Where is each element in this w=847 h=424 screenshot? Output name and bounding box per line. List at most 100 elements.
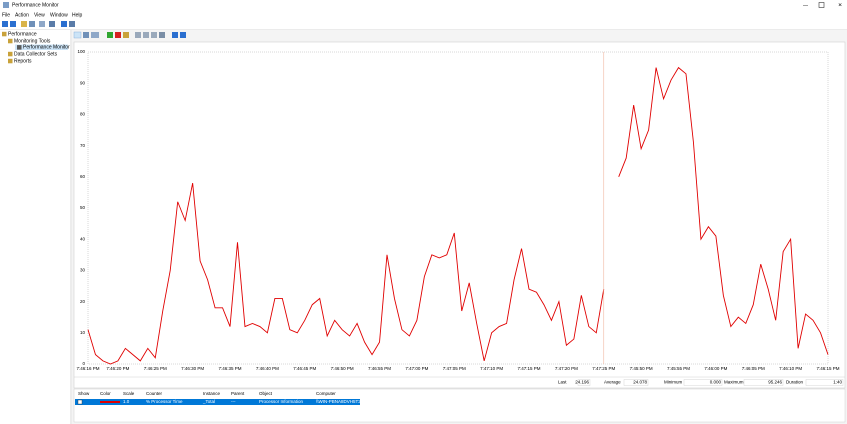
view-graph-button[interactable]	[73, 31, 82, 39]
delete-counter-button[interactable]	[115, 32, 121, 38]
toolbar-button[interactable]	[151, 32, 157, 38]
toolbar-button[interactable]	[21, 21, 27, 27]
stat-value: 24.078	[633, 380, 647, 385]
column-header[interactable]: Color	[100, 391, 111, 396]
stat-label: Last	[558, 380, 567, 385]
toolbar-button[interactable]	[143, 32, 149, 38]
stat-box	[683, 379, 723, 386]
column-header[interactable]: Show	[78, 391, 90, 396]
menu-item[interactable]: View	[34, 12, 45, 18]
update-button[interactable]	[180, 32, 186, 38]
maximize-button[interactable]	[818, 2, 825, 8]
menu-item[interactable]: Window	[50, 12, 68, 18]
x-tick-label: 7:47:15 PM	[518, 366, 541, 371]
stat-value: 24.196	[575, 380, 589, 385]
stat-box	[805, 379, 844, 386]
y-tick-label: 0	[82, 361, 85, 366]
tree-item[interactable]: Reports	[14, 58, 32, 64]
column-header[interactable]: Parent	[231, 391, 245, 396]
x-tick-label: 7:47:25 PM	[592, 366, 615, 371]
change-graph-type-button[interactable]	[91, 32, 99, 38]
y-tick-label: 100	[77, 49, 85, 54]
highlight-button[interactable]	[123, 32, 129, 38]
x-tick-label: 7:46:20 PM	[106, 366, 129, 371]
y-tick-label: 90	[80, 80, 86, 85]
counter-cell: % Processor Time	[146, 399, 183, 404]
stat-box	[743, 379, 784, 386]
column-header[interactable]: Object	[259, 391, 273, 396]
column-header[interactable]: Counter	[146, 391, 163, 396]
x-tick-label: 7:47:20 PM	[555, 366, 578, 371]
x-tick-label: 7:46:15 PM	[816, 366, 839, 371]
y-tick-label: 10	[80, 330, 86, 335]
menu-item[interactable]: Help	[72, 12, 83, 18]
toolbar-button[interactable]	[39, 21, 45, 27]
x-tick-label: 7:46:05 PM	[742, 366, 765, 371]
chart-panel	[73, 41, 846, 389]
data-line	[87, 66, 829, 365]
color-swatch	[100, 401, 120, 403]
tree-item[interactable]: Performance Monitor	[23, 45, 70, 51]
zoom-button[interactable]	[159, 32, 165, 38]
x-tick-label: 7:46:10 PM	[779, 366, 802, 371]
stat-value: 95.246	[768, 380, 782, 385]
show-checkbox[interactable]	[77, 399, 83, 405]
plot-frame	[87, 51, 829, 365]
toolbar-button[interactable]	[83, 32, 89, 38]
freeze-button[interactable]	[172, 32, 178, 38]
y-tick-label: 80	[80, 112, 86, 117]
back-button[interactable]	[2, 21, 8, 27]
stat-box	[623, 379, 649, 386]
column-header[interactable]: Computer	[316, 391, 336, 396]
y-tick-label: 20	[80, 299, 86, 304]
x-tick-label: 7:46:25 PM	[144, 366, 167, 371]
stat-value: 0.000	[710, 380, 722, 385]
x-tick-label: 7:46:55 PM	[368, 366, 391, 371]
toolbar-button[interactable]	[69, 21, 75, 27]
close-button[interactable]: ✕	[838, 2, 842, 8]
menu-item[interactable]: Action	[15, 12, 29, 18]
x-tick-label: 7:47:00 PM	[405, 366, 428, 371]
x-tick-label: 7:46:16 PM	[76, 366, 99, 371]
tree-item[interactable]: Performance	[8, 31, 37, 37]
y-tick-label: 30	[80, 268, 86, 273]
add-counter-button[interactable]	[107, 32, 113, 38]
counter-cell: \\WIN-PBNA8DVH5T2	[316, 399, 361, 404]
column-header[interactable]: Scale	[123, 391, 135, 396]
counter-cell: _Total	[202, 399, 215, 404]
column-header[interactable]: Instance	[203, 391, 221, 396]
x-tick-label: 7:46:45 PM	[293, 366, 316, 371]
help-button[interactable]	[61, 21, 67, 27]
x-tick-label: 7:47:05 PM	[443, 366, 466, 371]
tree-icon	[8, 51, 13, 57]
minimize-button[interactable]: —	[803, 2, 808, 8]
tree-icon	[8, 38, 13, 44]
counter-row-selection[interactable]	[75, 399, 360, 405]
tree-item[interactable]: Data Collector Sets	[14, 51, 58, 57]
forward-button[interactable]	[10, 21, 16, 27]
chart-toolbar	[73, 31, 186, 39]
y-tick-label: 40	[80, 236, 86, 241]
tree-selection	[15, 44, 68, 50]
y-tick-label: 50	[80, 205, 86, 210]
x-tick-label: 7:45:55 PM	[667, 366, 690, 371]
counter-cell: ---	[231, 399, 236, 404]
toolbar	[2, 21, 75, 27]
counter-cell: 1.0	[123, 399, 130, 404]
toolbar-button[interactable]	[29, 21, 35, 27]
window-title: Performance Monitor	[12, 2, 59, 8]
tree-item[interactable]: Monitoring Tools	[14, 38, 51, 44]
toolbar-button[interactable]	[49, 21, 55, 27]
x-tick-label: 7:46:40 PM	[256, 366, 279, 371]
y-tick-label: 70	[80, 143, 86, 148]
stat-value: 1:40	[833, 380, 842, 385]
toolbar-button[interactable]	[135, 32, 141, 38]
stat-label: Maximum	[724, 380, 744, 385]
x-tick-label: 7:46:00 PM	[704, 366, 727, 371]
tree-icon	[2, 31, 7, 37]
stat-label: Minimum	[664, 380, 683, 385]
menu-item[interactable]: File	[2, 12, 10, 18]
y-tick-label: 60	[80, 174, 86, 179]
tree-icon	[8, 58, 13, 64]
x-tick-label: 7:46:50 PM	[331, 366, 354, 371]
